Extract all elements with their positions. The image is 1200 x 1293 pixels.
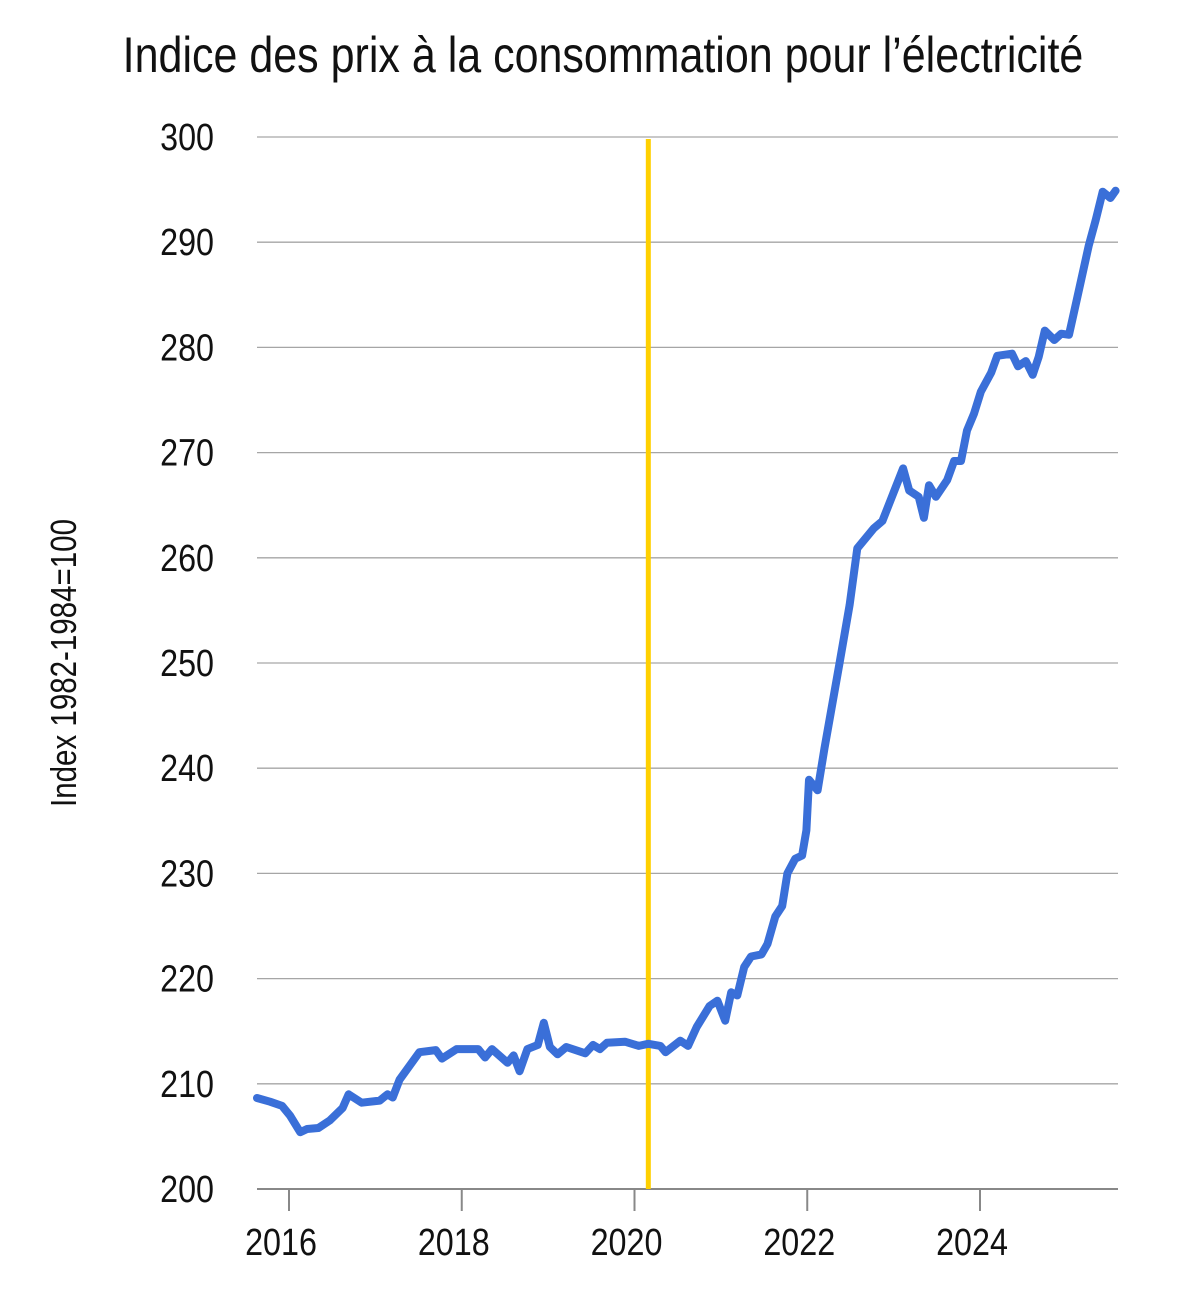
y-tick-label: 280 (160, 327, 214, 369)
x-tick-label: 2020 (591, 1222, 663, 1264)
y-tick-label: 270 (160, 432, 214, 474)
data-points (256, 190, 1116, 1133)
y-tick-label: 240 (160, 748, 214, 790)
y-tick-label: 230 (160, 853, 214, 895)
x-tick-label: 2022 (763, 1222, 835, 1264)
x-tick-label: 2016 (245, 1222, 317, 1264)
y-tick-labels: 200 210 220 230 240 250 260 270 280 290 300 (160, 117, 214, 1211)
y-tick-label: 200 (160, 1169, 214, 1211)
x-tick-label: 2024 (936, 1222, 1008, 1264)
x-tick-label: 2018 (418, 1222, 490, 1264)
y-tick-label: 290 (160, 222, 214, 264)
x-tick-labels: 2016 2018 2020 2022 2024 (245, 1189, 1008, 1264)
y-tick-label: 260 (160, 537, 214, 579)
grid-lines (257, 136, 1118, 1190)
series-line (253, 186, 1120, 1137)
y-axis-label: Index 1982-1984=100 (43, 519, 83, 807)
y-tick-label: 210 (160, 1063, 214, 1105)
y-tick-label: 300 (160, 117, 214, 159)
chart-title: Indice des prix à la consommation pour l… (123, 27, 1084, 83)
y-tick-label: 250 (160, 643, 214, 685)
y-tick-label: 220 (160, 958, 214, 1000)
